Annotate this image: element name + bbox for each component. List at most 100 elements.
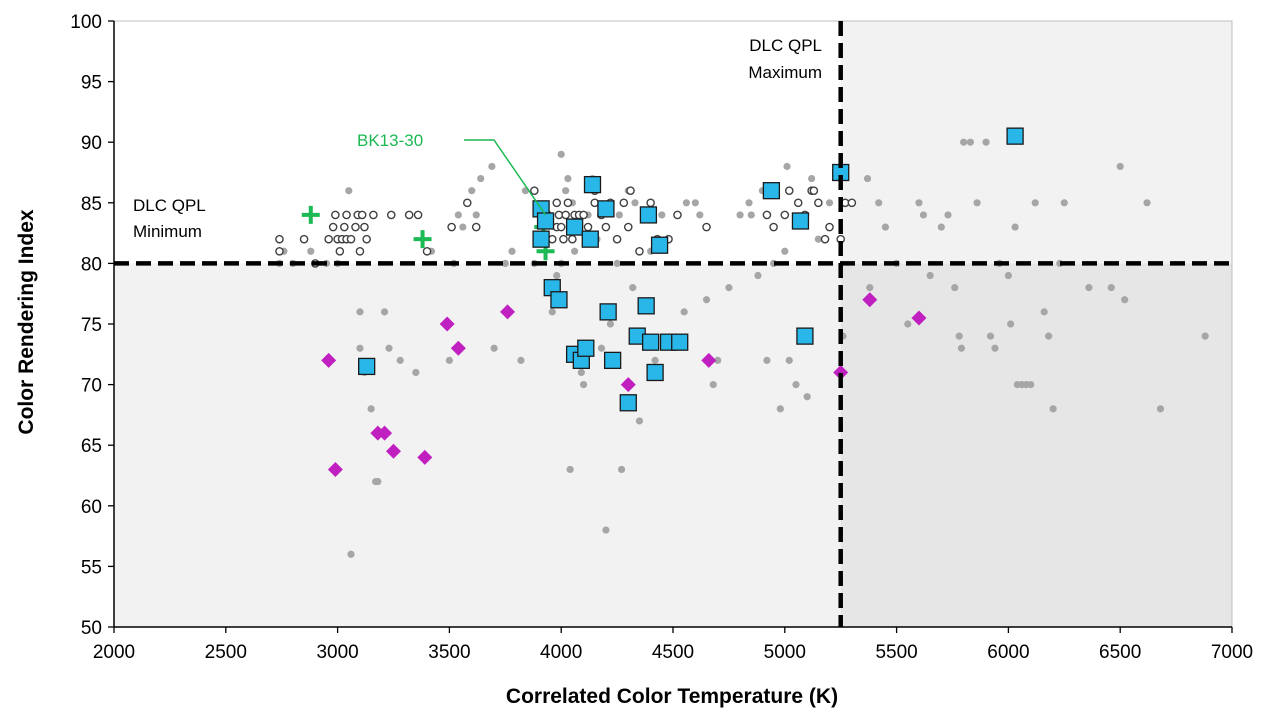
gray-data-point <box>747 211 755 219</box>
open-circle-data-point <box>612 234 622 244</box>
gray-data-point <box>808 174 816 183</box>
gray-data-point <box>517 356 525 364</box>
gray-data-point <box>472 211 480 219</box>
x-tick-label: 6500 <box>1099 642 1141 663</box>
blue-square-data-point <box>641 333 660 351</box>
open-circle-data-point <box>530 186 539 195</box>
gray-data-point <box>635 417 644 425</box>
magenta-diamond-data-point <box>862 292 878 308</box>
open-circle-data-point <box>386 210 396 220</box>
gray-data-point <box>1143 199 1151 207</box>
x-tick-label: 4500 <box>652 642 694 663</box>
x-axis-title: Correlated Color Temperature (K) <box>506 685 838 708</box>
gray-data-point <box>454 211 462 219</box>
gray-data-point <box>1121 296 1129 304</box>
open-circle-data-point <box>351 222 360 232</box>
blue-square-data-point <box>577 339 595 357</box>
open-circle-data-point <box>422 246 432 256</box>
x-tick-label: 3500 <box>428 642 470 663</box>
gray-data-point <box>629 284 637 292</box>
open-circle-data-point <box>623 222 633 232</box>
gray-data-point <box>682 199 691 207</box>
open-circle-data-point <box>590 198 600 208</box>
y-tick-label: 55 <box>81 557 102 578</box>
open-circle-data-point <box>556 222 566 232</box>
gray-data-point <box>955 332 963 340</box>
open-circle-data-point <box>583 222 593 232</box>
shaded-regions <box>114 21 1232 627</box>
gray-data-point <box>488 162 496 171</box>
magenta-diamond-data-point <box>620 377 636 393</box>
blue-square-data-point <box>650 236 669 254</box>
open-circle-data-point <box>619 198 629 208</box>
gray-data-point <box>1156 405 1165 413</box>
blue-square-data-point <box>646 363 664 382</box>
open-circle-data-point <box>547 234 557 244</box>
gray-data-point <box>691 199 699 207</box>
gray-data-point <box>1201 332 1209 340</box>
gray-data-point <box>745 199 753 207</box>
magenta-diamond-points-layer <box>321 292 927 477</box>
gray-data-point <box>1045 332 1053 340</box>
gray-data-point <box>982 138 990 146</box>
open-circle-data-point <box>335 246 345 256</box>
gray-data-point <box>307 247 315 255</box>
open-circle-data-point <box>814 198 823 208</box>
open-circle-data-point <box>762 210 772 220</box>
gray-data-point <box>577 368 585 377</box>
axes-layer: 2000 2500 3000 3500 4000 4500 5000 5500 6000 6500… <box>70 12 1253 663</box>
x-tick-label: 5000 <box>764 642 806 663</box>
open-circle-data-point <box>340 222 349 232</box>
open-circle-data-point <box>847 198 857 208</box>
gray-data-point <box>736 211 744 219</box>
gray-data-point <box>1007 320 1015 328</box>
magenta-diamond-data-point <box>439 316 455 332</box>
magenta-diamond-data-point <box>833 364 849 380</box>
gray-data-point <box>617 465 626 474</box>
gray-data-point <box>863 174 872 183</box>
open-circle-data-point <box>324 234 333 244</box>
y-tick-label: 85 <box>81 194 102 215</box>
blue-square-data-point <box>597 200 615 218</box>
gray-data-point <box>960 138 968 146</box>
gray-data-point <box>1027 381 1035 389</box>
y-tick-label: 65 <box>81 436 102 457</box>
open-circle-data-point <box>673 210 682 220</box>
blue-square-data-point <box>536 212 555 230</box>
y-tick-label: 50 <box>81 618 102 639</box>
blue-square-data-point <box>358 357 376 376</box>
open-circle-data-point <box>561 210 570 220</box>
gray-data-point <box>562 187 570 195</box>
open-circle-data-point <box>635 246 644 256</box>
gray-data-point <box>564 174 572 183</box>
magenta-diamond-data-point <box>417 449 433 465</box>
gray-data-point <box>754 271 762 280</box>
gray-data-point <box>631 199 639 207</box>
open-circle-data-point <box>769 222 778 232</box>
open-circle-data-point <box>362 234 371 244</box>
open-circle-data-point <box>342 210 351 220</box>
gray-data-point <box>345 187 353 195</box>
x-tick-label: 7000 <box>1211 642 1253 663</box>
gray-data-point <box>566 465 574 474</box>
x-tick-label: 5500 <box>875 642 917 663</box>
magenta-diamond-data-point <box>321 352 337 368</box>
gray-data-point <box>602 526 610 534</box>
gray-data-point <box>926 271 934 280</box>
gray-data-point <box>1040 308 1048 316</box>
gray-data-point <box>783 162 791 171</box>
gray-data-point <box>1060 199 1068 207</box>
gray-data-point <box>986 332 995 340</box>
gray-data-point <box>763 356 771 364</box>
open-circle-data-point <box>275 246 284 256</box>
open-circle-data-point <box>369 210 378 220</box>
open-circle-data-point <box>462 198 472 208</box>
gray-data-point <box>356 344 364 352</box>
gray-data-point <box>557 150 565 158</box>
gray-data-point <box>680 308 688 316</box>
gray-data-point <box>501 259 509 267</box>
open-circle-data-point <box>328 222 338 232</box>
open-circle-data-point <box>360 222 369 232</box>
gray-data-point <box>776 405 784 413</box>
